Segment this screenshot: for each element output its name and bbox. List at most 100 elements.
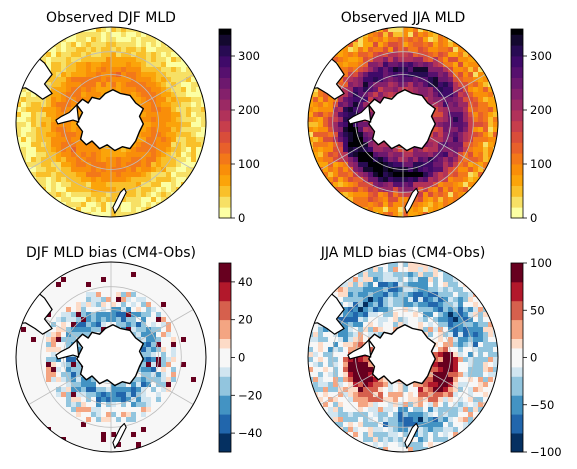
field-cell (333, 332, 339, 338)
field-cell (26, 332, 32, 338)
field-cell (91, 282, 97, 288)
field-cell (116, 192, 122, 198)
field-cell (201, 347, 206, 353)
field-cell (428, 92, 434, 98)
field-cell (418, 272, 424, 278)
field-cell (368, 187, 374, 193)
field-cell (96, 287, 102, 293)
field-cell (176, 302, 182, 308)
field-cell (156, 47, 162, 53)
field-cell (46, 167, 52, 173)
field-cell (116, 182, 122, 188)
field-cell (196, 147, 202, 153)
field-cell (473, 87, 479, 93)
africa-landmass (197, 262, 206, 273)
field-cell (453, 427, 459, 433)
field-cell (61, 87, 67, 93)
field-cell (488, 372, 494, 378)
field-cell (131, 197, 137, 203)
field-cell (458, 152, 464, 158)
field-cell (358, 132, 364, 138)
field-cell (106, 57, 112, 63)
field-cell (428, 37, 434, 43)
field-cell (403, 37, 409, 43)
field-cell (66, 57, 72, 63)
field-cell (448, 102, 454, 108)
field-cell (121, 32, 127, 38)
field-cell (338, 287, 344, 293)
field-cell (493, 352, 498, 358)
field-cell (313, 377, 319, 383)
field-cell (458, 122, 464, 128)
field-cell (161, 402, 167, 408)
field-cell (111, 157, 117, 163)
field-cell (443, 282, 449, 288)
field-cell (473, 167, 479, 173)
field-cell (121, 267, 127, 273)
field-cell (463, 82, 469, 88)
antarctica-landmass (76, 324, 145, 387)
field-cell (156, 57, 162, 63)
field-cell (473, 152, 479, 158)
field-cell (31, 377, 37, 383)
field-cell (453, 172, 459, 178)
field-cell (116, 37, 122, 43)
field-cell (458, 407, 464, 413)
field-cell (81, 432, 87, 438)
field-cell (161, 342, 167, 348)
field-cell (181, 317, 187, 323)
field-cell (393, 317, 399, 323)
field-cell (151, 147, 157, 153)
field-cell (343, 402, 349, 408)
field-cell (181, 307, 187, 313)
field-cell (131, 312, 137, 318)
field-cell (76, 137, 82, 143)
field-cell (61, 337, 67, 343)
field-cell (126, 32, 132, 38)
field-cell (51, 62, 57, 68)
field-cell (428, 422, 434, 428)
field-cell (21, 127, 27, 133)
field-cell (418, 37, 424, 43)
field-cell (56, 62, 62, 68)
field-cell (121, 317, 127, 323)
field-cell (96, 27, 102, 33)
field-cell (66, 427, 72, 433)
field-cell (106, 82, 112, 88)
field-cell (403, 77, 409, 83)
colorbar-segment (219, 185, 231, 197)
field-cell (358, 72, 364, 78)
field-cell (408, 392, 414, 398)
field-cell (101, 282, 107, 288)
field-cell (423, 327, 429, 333)
field-cell (181, 82, 187, 88)
field-cell (468, 67, 474, 73)
field-cell (318, 152, 324, 158)
field-cell (61, 282, 67, 288)
field-cell (333, 417, 339, 423)
field-cell (56, 322, 62, 328)
field-cell (151, 182, 157, 188)
field-cell (186, 337, 192, 343)
field-cell (191, 367, 197, 373)
field-cell (91, 307, 97, 313)
field-cell (438, 382, 444, 388)
field-cell (166, 317, 172, 323)
field-cell (433, 432, 439, 438)
field-cell (81, 182, 87, 188)
field-cell (86, 87, 92, 93)
field-cell (66, 192, 72, 198)
field-cell (358, 57, 364, 63)
field-cell (393, 167, 399, 173)
field-cell (418, 82, 424, 88)
field-cell (51, 397, 57, 403)
field-cell (343, 382, 349, 388)
field-cell (61, 297, 67, 303)
field-cell (378, 392, 384, 398)
field-cell (328, 347, 334, 353)
field-cell (71, 77, 77, 83)
field-cell (458, 357, 464, 363)
field-cell (458, 317, 464, 323)
field-cell (76, 177, 82, 183)
field-cell (96, 317, 102, 323)
